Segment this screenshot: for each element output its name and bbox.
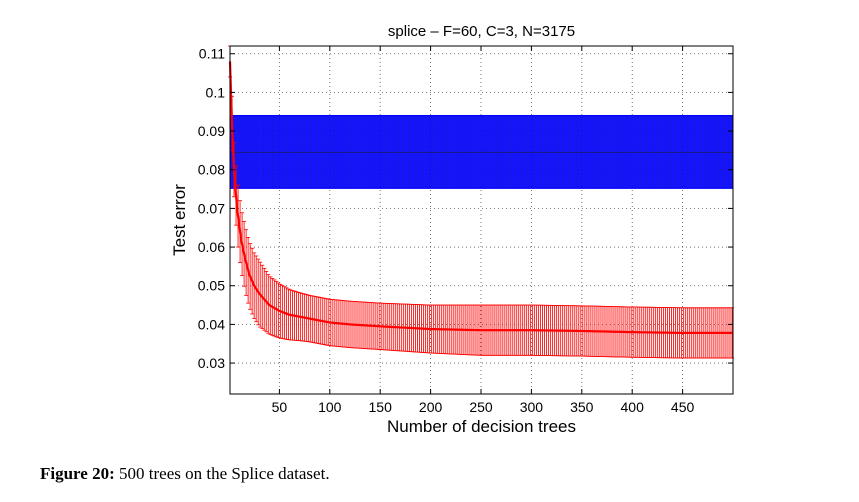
chart: splice – F=60, C=3, N=3175 50 100 150 200 25… [170,23,734,436]
y-tick-label: 0.05 [198,278,225,294]
y-tick-label: 0.11 [199,46,225,62]
y-tick-label: 0.06 [198,239,225,255]
series-red [228,45,734,359]
plot-frame [229,45,734,395]
y-tick-label: 0.04 [198,316,225,332]
x-tick-label: 400 [621,399,645,415]
y-tick-label: 0.1 [206,84,226,100]
x-tick-label: 450 [671,399,695,415]
x-tick-label: 150 [369,399,393,415]
y-tick-label: 0.08 [198,162,225,178]
y-tick-label: 0.09 [198,123,225,139]
y-axis-title: Test error [170,184,189,256]
axis-ticks: 50 100 150 200 250 300 350 400 450 0.03 0.04 0.05 0.… [198,46,733,415]
figure-label: Figure 20: [40,464,115,483]
x-tick-label: 300 [520,399,544,415]
x-tick-label: 100 [318,399,342,415]
y-tick-label: 0.07 [198,200,225,216]
chart-title: splice – F=60, C=3, N=3175 [388,23,575,40]
x-axis-title: Number of decision trees [387,417,576,436]
series-blue [229,114,733,189]
x-tick-label: 350 [570,399,594,415]
figure-caption: Figure 20: 500 trees on the Splice datas… [40,464,330,484]
y-tick-label: 0.03 [198,355,225,371]
x-tick-label: 250 [469,399,493,415]
x-tick-label: 50 [272,399,288,415]
series-red-mean-line [228,61,733,335]
figure-caption-text: 500 trees on the Splice dataset. [119,464,330,483]
x-tick-label: 200 [419,399,443,415]
